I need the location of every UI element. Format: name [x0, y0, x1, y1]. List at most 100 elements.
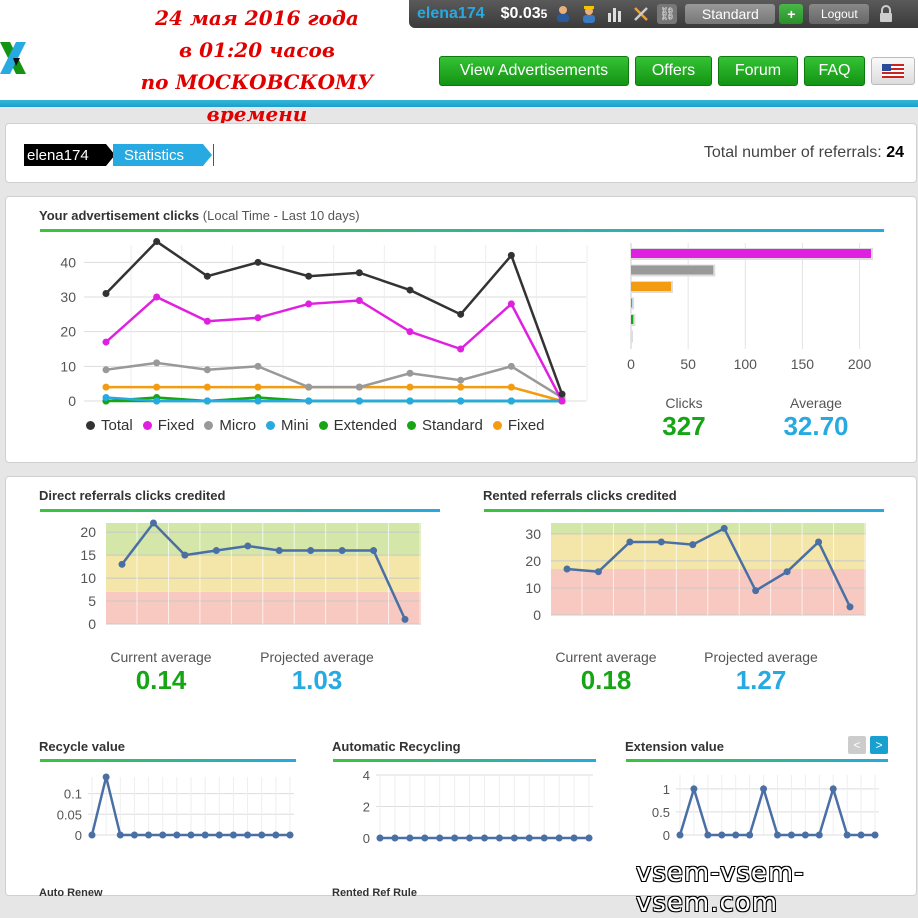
data-point: [507, 300, 515, 308]
direct-projected-label: Projected average: [260, 649, 374, 665]
average-label: Average: [790, 395, 842, 411]
data-point: [173, 831, 181, 839]
direct-title: Direct referrals clicks credited: [39, 488, 226, 503]
nav-offers[interactable]: Offers: [635, 56, 712, 86]
upgrade-button[interactable]: +: [779, 4, 804, 24]
extension-prev-button[interactable]: <: [848, 736, 866, 754]
data-point: [244, 542, 252, 550]
data-point: [305, 397, 313, 405]
legend-item[interactable]: Fixed: [142, 417, 194, 434]
nav-forum[interactable]: Forum: [718, 56, 798, 86]
nav-view-advertisements[interactable]: View Advertisements: [439, 56, 629, 86]
data-point: [201, 831, 209, 839]
legend-item[interactable]: Extended: [318, 417, 397, 434]
referrals-panel: Direct referrals clicks credited 0 5 10 15 2…: [5, 476, 917, 899]
ad-clicks-panel: Your advertisement clicks (Local Time - …: [5, 196, 917, 463]
tools-icon[interactable]: [631, 4, 651, 24]
legend-dot: [266, 421, 276, 430]
data-point: [254, 362, 262, 370]
data-point: [203, 383, 211, 391]
data-point: [525, 834, 533, 842]
data-point: [436, 834, 444, 842]
data-point: [370, 547, 378, 555]
data-point: [481, 834, 488, 842]
data-point: [286, 831, 294, 839]
topbar-username[interactable]: elena174: [417, 5, 485, 22]
data-point: [457, 397, 465, 405]
logout-button[interactable]: Logout: [809, 4, 870, 24]
clicks-label: Clicks: [665, 395, 703, 411]
data-point: [752, 587, 760, 595]
nav-faq[interactable]: FAQ: [804, 56, 865, 86]
y-tick-label: 0.05: [57, 807, 82, 822]
data-point: [829, 785, 837, 793]
breadcrumb-panel: elena174 Statistics Total number of refe…: [5, 123, 917, 183]
recycle-title: Recycle value: [39, 739, 126, 754]
stats-icon[interactable]: [605, 4, 625, 24]
data-point: [102, 383, 110, 391]
rented-projected-value: 1.27: [735, 665, 787, 695]
series-line: [105, 361, 563, 399]
legend-item[interactable]: Micro: [204, 417, 256, 434]
total-referrals-value: 24: [886, 144, 904, 161]
worker-icon[interactable]: [579, 4, 599, 24]
bar-shadow: [631, 297, 635, 310]
y-tick-label: 20: [525, 553, 541, 569]
data-point: [102, 338, 110, 346]
data-point: [203, 366, 211, 374]
y-tick-label: 0: [75, 828, 82, 843]
rented-title: Rented referrals clicks credited: [483, 488, 677, 503]
legend-item[interactable]: Fixed: [492, 417, 545, 434]
extension-next-button[interactable]: >: [870, 736, 888, 754]
data-point: [212, 547, 220, 555]
site-header: 24 мая 2016 года в 01:20 часов по МОСКОВ…: [0, 0, 918, 126]
balance[interactable]: $0.035: [500, 5, 548, 22]
data-point: [570, 834, 578, 842]
legend-item[interactable]: Total: [86, 417, 133, 434]
data-point: [275, 547, 283, 555]
data-point: [102, 773, 110, 781]
data-point: [102, 394, 110, 402]
legend-label: Extended: [333, 417, 397, 434]
data-point: [254, 397, 262, 405]
autorecycle-title: Automatic Recycling: [332, 739, 461, 754]
y-tick-label: 0: [533, 607, 541, 623]
data-point: [102, 290, 110, 298]
data-point: [153, 359, 161, 367]
y-tick-label: 30: [60, 289, 76, 305]
site-logo-icon[interactable]: [0, 38, 30, 82]
legend-label: Standard: [421, 417, 483, 434]
person-icon[interactable]: [553, 4, 573, 24]
data-point: [149, 519, 157, 527]
total-referrals-label: Total number of referrals:: [703, 144, 882, 161]
data-point: [676, 831, 684, 839]
y-tick-label: 0.1: [64, 787, 82, 802]
data-point: [254, 314, 262, 322]
data-point: [406, 383, 414, 391]
direct-projected-value: 1.03: [291, 665, 343, 695]
membership-badge[interactable]: Standard: [685, 4, 776, 24]
legend-item[interactable]: Standard: [406, 417, 483, 434]
language-flag-icon[interactable]: [871, 57, 915, 85]
ad-clicks-underline: [40, 229, 884, 232]
total-referrals: Total number of referrals: 24: [704, 144, 904, 162]
data-point: [305, 300, 313, 308]
data-point: [507, 383, 515, 391]
breadcrumb-user[interactable]: elena174: [24, 144, 115, 166]
data-point: [558, 390, 566, 398]
data-point: [558, 397, 566, 405]
data-point: [153, 238, 161, 246]
x-tick-label: 50: [680, 356, 696, 372]
lock-icon[interactable]: [877, 4, 895, 24]
x-tick-label: 0: [627, 356, 635, 372]
data-point: [305, 272, 313, 280]
legend-item[interactable]: Mini: [266, 417, 309, 434]
data-point: [203, 397, 211, 405]
data-point: [254, 383, 262, 391]
user-topbar: elena174 $0.035 ⛓ Standard + Logout: [409, 0, 918, 28]
direct-referrals-chart: 0 5 10 15 20: [80, 519, 421, 632]
y-tick-label: 20: [60, 324, 76, 340]
bar: [631, 298, 633, 308]
data-point: [406, 328, 414, 336]
link-icon[interactable]: ⛓: [657, 4, 678, 24]
